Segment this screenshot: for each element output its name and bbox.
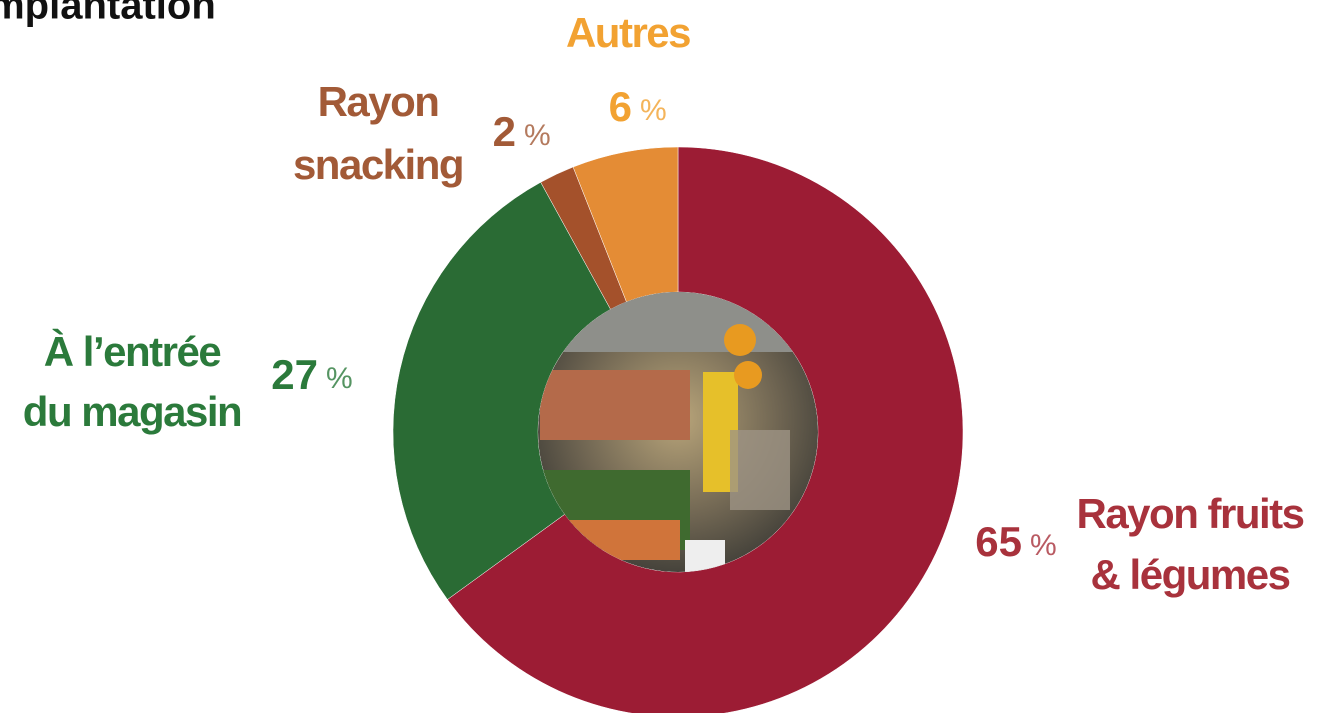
value-unit: % (524, 119, 551, 152)
slice-label: Rayon fruits (1076, 490, 1303, 537)
value-unit: % (640, 94, 667, 127)
slice-label: & légumes (1091, 551, 1290, 598)
value-label: 65 (975, 518, 1022, 565)
donut (392, 146, 964, 713)
slice-label: Autres (566, 9, 690, 56)
value-unit: % (1030, 529, 1057, 562)
value-label: 6 (609, 83, 632, 130)
value-label: 2 (493, 108, 516, 155)
slice-label: Rayon (318, 78, 439, 125)
chart-title: Implantation (0, 0, 216, 28)
slice-label: du magasin (23, 388, 241, 435)
slice-label: À l’entrée (44, 328, 221, 375)
slice-label: snacking (293, 141, 463, 188)
value-label: 27 (271, 351, 318, 398)
value-unit: % (326, 362, 353, 395)
